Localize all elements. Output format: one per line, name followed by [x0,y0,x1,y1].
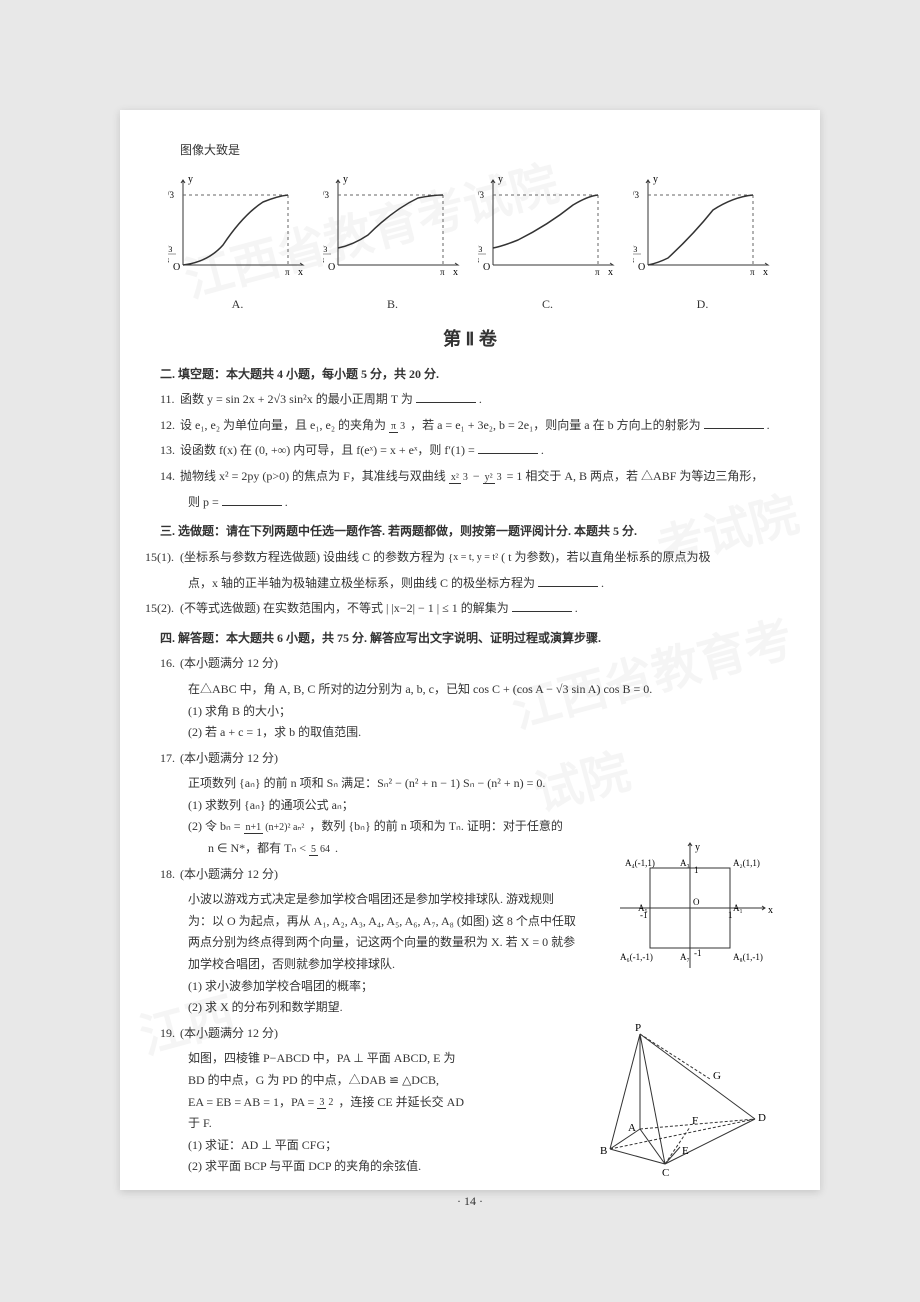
svg-text:x: x [763,267,768,278]
q15-1-num: 15(1). [145,547,174,569]
blank [222,492,282,506]
svg-text:y: y [653,174,658,185]
chart-d: y x O 2√3 2√3 3 π [633,170,773,280]
q13: 13. 设函数 f(x) 在 (0, +∞) 内可导，且 f(eˣ) = x +… [180,440,780,462]
svg-text:C: C [662,1167,669,1179]
svg-text:A₁: A₁ [733,903,743,913]
svg-text:3: 3 [168,256,169,265]
blank [704,415,764,429]
svg-text:π: π [285,267,290,277]
option-b: B. [323,294,463,316]
section2-title: 第 Ⅱ 卷 [160,323,780,355]
svg-text:1: 1 [728,910,733,920]
svg-text:O: O [328,262,335,273]
svg-text:2√3: 2√3 [633,245,637,254]
solve-section-title: 四. 解答题：本大题共 6 小题，共 75 分. 解答应写出文字说明、证明过程或… [160,628,780,650]
svg-text:3: 3 [633,256,634,265]
svg-text:3: 3 [323,256,324,265]
q18-diagram: A₄(-1,1) A₃ A₂(1,1) A₅ A₁ A₆(-1,-1) A₇ A… [600,838,780,978]
chart-c: y x O 2√3 2√3 3 π [478,170,618,280]
svg-text:y: y [188,174,193,185]
svg-text:2√3: 2√3 [168,245,172,254]
q17: 17. (本小题满分 12 分) [180,748,780,770]
chart-labels: A. B. C. D. [160,294,780,316]
q18: 18. (本小题满分 12 分) [180,864,780,886]
chart-b: y x O 2√3 2√3 3 π [323,170,463,280]
q13-num: 13. [160,440,175,462]
svg-text:O: O [638,262,645,273]
svg-text:2√3: 2√3 [168,190,174,200]
blank [416,389,476,403]
q11: 11. 函数 y = sin 2x + 2√3 sin²x 的最小正周期 T 为… [180,389,780,411]
charts-row: y x O 2√3 2√3 3 π y x O [160,170,780,290]
svg-text:-1: -1 [694,948,702,958]
q19-num: 19. [160,1023,175,1045]
svg-text:2√3: 2√3 [633,190,639,200]
svg-text:B: B [600,1145,607,1157]
q11-num: 11. [160,389,175,411]
svg-text:A₇: A₇ [680,952,690,962]
svg-text:y: y [695,842,700,853]
svg-text:O: O [483,262,490,273]
q14: 14. 抛物线 x² = 2py (p>0) 的焦点为 F，其准线与双曲线 x²… [180,466,780,488]
header-text: 图像大致是 [180,140,780,162]
q16-num: 16. [160,653,175,675]
q12: 12. 设 e₁, e₂ 为单位向量，且 e₁, e₂ 的夹角为 π3 ，若 a… [180,415,780,437]
svg-text:y: y [498,174,503,185]
chart-a: y x O 2√3 2√3 3 π [168,170,308,280]
q15-1-cont: 点，x 轴的正半轴为极轴建立极坐标系，则曲线 C 的极坐标方程为 . [188,573,780,595]
q16: 16. (本小题满分 12 分) [180,653,780,675]
svg-text:A₈(1,-1): A₈(1,-1) [733,952,763,962]
svg-text:A₆(-1,-1): A₆(-1,-1) [620,952,653,962]
blank [538,573,598,587]
svg-text:O: O [693,897,700,907]
option-d: D. [633,294,773,316]
q11-text: 函数 y = sin 2x + 2√3 sin²x 的最小正周期 T 为 [180,392,413,406]
svg-text:x: x [768,905,773,916]
option-c: C. [478,294,618,316]
q14-cont: 则 p = . [188,492,780,514]
blank [478,440,538,454]
q18-num: 18. [160,864,175,886]
q19: 19. (本小题满分 12 分) [180,1023,780,1045]
svg-text:π: π [440,267,445,277]
q15-2: 15(2). (不等式选做题) 在实数范围内，不等式 | |x−2| − 1 |… [180,598,780,620]
svg-text:π: π [750,267,755,277]
fill-section-title: 二. 填空题：本大题共 4 小题，每小题 5 分，共 20 分. [160,364,780,386]
page-number: · 14 · [160,1191,780,1213]
svg-text:O: O [173,262,180,273]
svg-text:G: G [713,1070,721,1082]
svg-text:-1: -1 [640,910,648,920]
svg-text:x: x [453,267,458,278]
svg-text:x: x [608,267,613,278]
svg-text:2√3: 2√3 [478,190,484,200]
svg-text:F: F [692,1115,698,1127]
svg-text:2√3: 2√3 [323,245,327,254]
svg-text:E: E [682,1145,689,1157]
svg-text:2√3: 2√3 [478,245,482,254]
svg-text:3: 3 [478,256,479,265]
svg-text:D: D [758,1112,766,1124]
q14-num: 14. [160,466,175,488]
q15-2-num: 15(2). [145,598,174,620]
choose-section-title: 三. 选做题：请在下列两题中任选一题作答. 若两题都做，则按第一题评阅计分. 本… [160,521,780,543]
q12-num: 12. [160,415,175,437]
svg-text:A: A [628,1122,636,1134]
svg-text:π: π [595,267,600,277]
q17-num: 17. [160,748,175,770]
blank [512,598,572,612]
q15-1: 15(1). (坐标系与参数方程选做题) 设曲线 C 的参数方程为 {x = t… [180,547,780,569]
svg-text:y: y [343,174,348,185]
svg-text:2√3: 2√3 [323,190,329,200]
option-a: A. [168,294,308,316]
svg-text:x: x [298,267,303,278]
